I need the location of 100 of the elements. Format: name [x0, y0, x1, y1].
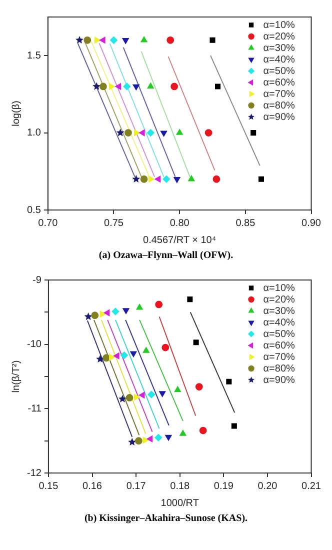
point [195, 383, 203, 390]
point [187, 296, 193, 302]
point [84, 36, 92, 44]
x-tick-label: 0.17 [126, 480, 146, 492]
point [199, 426, 207, 434]
point [162, 344, 170, 352]
point [231, 423, 237, 429]
legend-label: α=60% [263, 77, 296, 88]
point [122, 38, 129, 44]
point [159, 391, 166, 397]
legend-label: α=20% [263, 31, 296, 42]
x-axis-title: 0.4567/RT × 10⁴ [143, 234, 216, 246]
x-tick-label: 0.16 [82, 480, 102, 492]
x-tick-label: 0.21 [302, 480, 322, 492]
y-tick-label: 1.0 [26, 128, 42, 139]
point [122, 308, 130, 314]
point [212, 175, 220, 183]
x-tick-label: 0.90 [302, 218, 322, 229]
legend-label: α=60% [263, 340, 296, 352]
x-tick-label: 0.70 [38, 218, 58, 229]
x-tick-label: 0.85 [236, 218, 256, 229]
point [124, 129, 132, 136]
point [136, 304, 143, 310]
point [188, 175, 195, 182]
point [76, 36, 84, 44]
point [146, 129, 154, 136]
y-tick-label: -11 [28, 403, 42, 414]
point [100, 82, 107, 90]
point [115, 83, 122, 90]
point [166, 36, 174, 44]
point [114, 352, 120, 360]
point [102, 354, 110, 362]
point [148, 390, 156, 398]
point [174, 177, 180, 183]
point [104, 310, 110, 316]
text: (b) Kissinger–Akahira–Sunose (KAS). [83, 513, 249, 524]
legend-label: α=10% [263, 282, 296, 294]
point [147, 82, 154, 89]
point [138, 392, 145, 398]
point [118, 394, 126, 402]
point [134, 394, 140, 400]
point [94, 36, 100, 44]
point [142, 436, 149, 444]
x-tick-label: 0.20 [258, 480, 278, 492]
legend-label: α=30% [263, 306, 296, 317]
point [165, 434, 172, 441]
point [148, 176, 154, 182]
point [210, 37, 216, 43]
point [180, 430, 186, 436]
point [132, 84, 140, 90]
point [146, 436, 153, 442]
legend-label: α=20% [263, 294, 296, 306]
point [132, 174, 140, 183]
legend-label: α=10% [263, 20, 296, 31]
legend-label: α=30% [263, 42, 296, 54]
legend-label: α=50% [263, 66, 296, 77]
point [134, 130, 140, 136]
point [226, 378, 232, 384]
point [123, 82, 131, 90]
point [174, 386, 181, 392]
x-tick-label: 0.18 [170, 480, 190, 492]
legend-label: α=80% [263, 100, 296, 112]
point [120, 352, 128, 359]
y-tick-label: -9 [32, 274, 42, 286]
legend-label: α=90% [263, 374, 296, 386]
point [162, 175, 170, 183]
x-tick-label: 0.80 [170, 218, 190, 229]
point [109, 83, 115, 90]
point [126, 394, 134, 402]
point [100, 310, 106, 318]
x-tick-label: 0.19 [214, 480, 234, 492]
point [92, 82, 101, 90]
y-axis-title: ln(β/T²) [10, 360, 22, 393]
point [142, 347, 150, 353]
point [250, 130, 256, 136]
point [193, 340, 199, 346]
point [139, 130, 145, 136]
point [110, 36, 118, 44]
legend-label: α=70% [263, 88, 296, 100]
x-tick-label: 0.15 [38, 480, 59, 492]
point [134, 437, 142, 445]
point [170, 82, 178, 90]
y-tick-label: -12 [27, 468, 42, 479]
point [215, 84, 221, 90]
point [108, 354, 115, 360]
y-axis-title: log(β) [10, 100, 22, 126]
point [130, 351, 137, 358]
legend-label: α=50% [263, 328, 296, 340]
point [84, 312, 92, 320]
point [91, 312, 99, 320]
point [176, 129, 183, 135]
point [128, 438, 136, 446]
x-tick-label: 0.75 [104, 218, 124, 229]
point [155, 300, 163, 308]
point [154, 176, 161, 182]
legend-label: α=70% [263, 352, 296, 363]
point [116, 128, 124, 136]
text: (a) Ozawa–Flynn–Wall (OFW). [98, 250, 234, 261]
y-tick-label: 0.5 [26, 204, 42, 216]
point [258, 176, 264, 182]
